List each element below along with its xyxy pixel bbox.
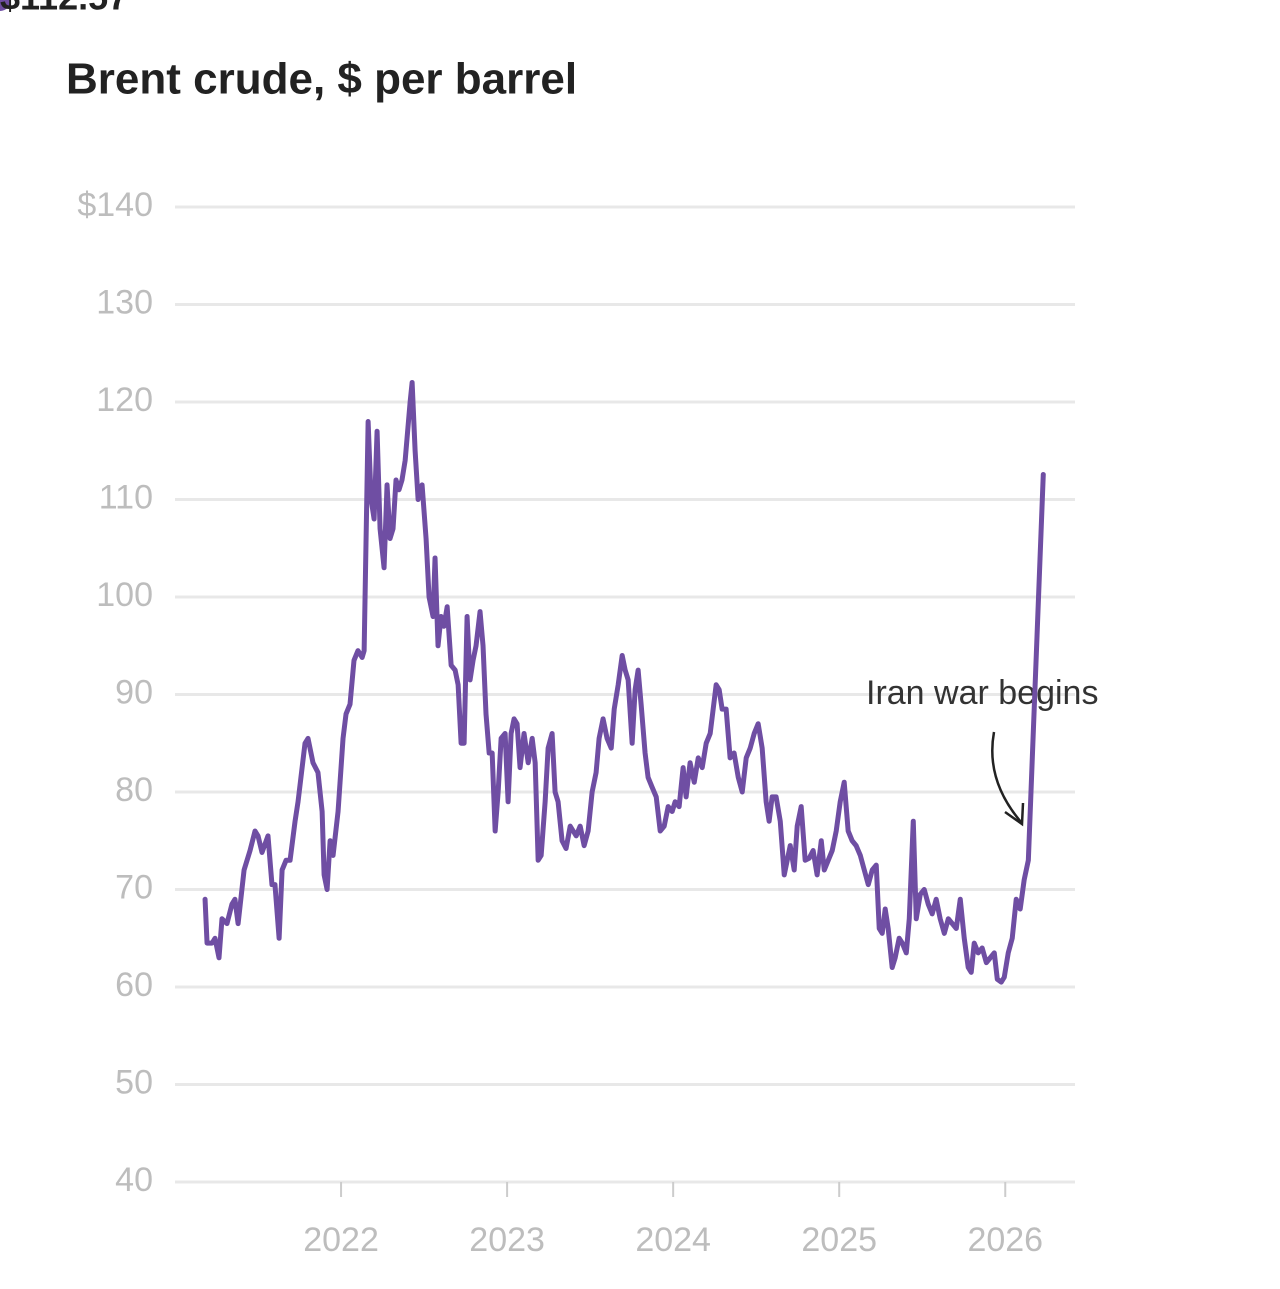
x-tick-label: 2023	[469, 1221, 545, 1259]
x-tick-label: 2022	[303, 1221, 379, 1259]
end-point	[0, 0, 11, 11]
y-tick-label: 130	[96, 283, 153, 321]
annotation: Iran war begins	[866, 674, 1098, 712]
y-tick-label: 90	[115, 673, 153, 711]
y-tick-label: $140	[77, 186, 153, 224]
y-tick-label: 70	[115, 868, 153, 906]
annotation-arrow	[991, 731, 1022, 823]
x-tick-label: 2024	[635, 1221, 711, 1259]
chart-title: Brent crude, $ per barrel	[66, 55, 577, 104]
y-tick-label: 100	[96, 576, 153, 614]
price-line	[202, 380, 1046, 985]
y-tick-label: 60	[115, 966, 153, 1004]
x-tick-label: 2025	[801, 1221, 877, 1259]
end-label: $112.57	[0, 0, 128, 18]
y-tick-label: 50	[115, 1063, 153, 1101]
y-tick-label: 120	[96, 381, 153, 419]
y-tick-label: 80	[115, 771, 153, 809]
annotation-arrowhead	[1004, 802, 1025, 827]
x-tick-label: 2026	[967, 1221, 1043, 1259]
y-tick-label: 110	[99, 478, 153, 516]
y-tick-label: 40	[115, 1161, 153, 1199]
